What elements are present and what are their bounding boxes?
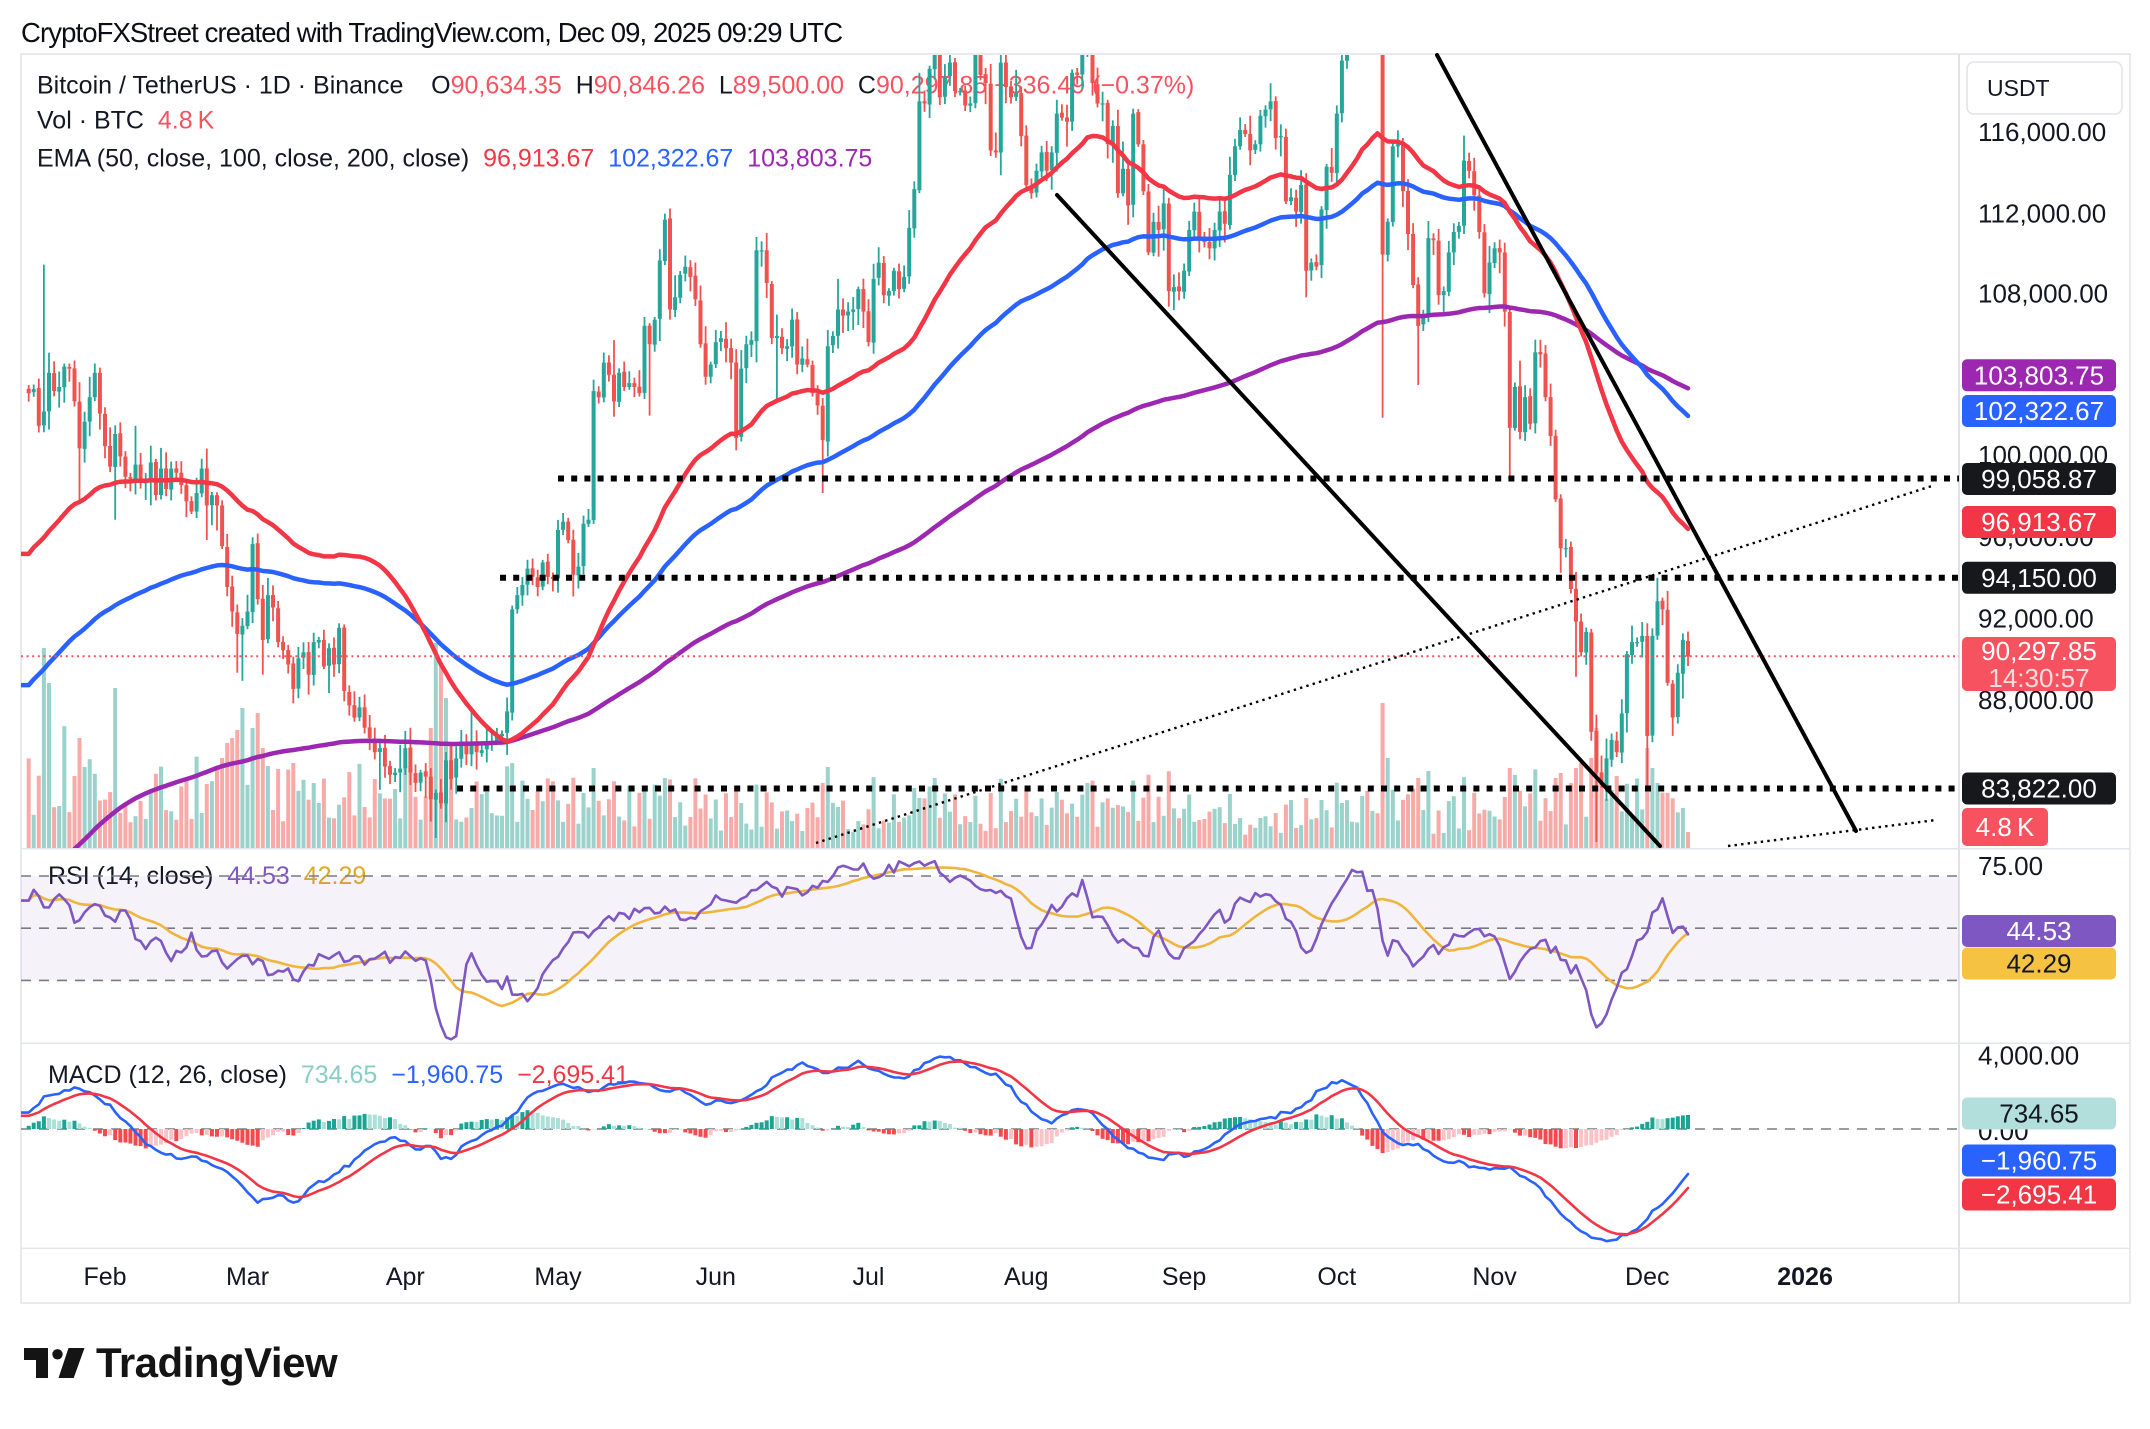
svg-text:96,913.67: 96,913.67 <box>1981 507 2097 537</box>
svg-text:Apr: Apr <box>386 1263 425 1291</box>
svg-text:90,297.85: 90,297.85 <box>1981 636 2097 666</box>
svg-text:Vol · BTC 4.8 K: Vol · BTC 4.8 K <box>37 107 215 135</box>
svg-text:116,000.00: 116,000.00 <box>1978 117 2106 147</box>
svg-text:103,803.75: 103,803.75 <box>1974 360 2104 390</box>
svg-text:Feb: Feb <box>83 1263 126 1291</box>
svg-text:Sep: Sep <box>1162 1263 1206 1291</box>
svg-text:Oct: Oct <box>1317 1263 1356 1291</box>
svg-text:2026: 2026 <box>1777 1263 1833 1291</box>
svg-text:42.29: 42.29 <box>2006 949 2071 979</box>
svg-text:4,000.00: 4,000.00 <box>1978 1041 2079 1071</box>
svg-text:92,000.00: 92,000.00 <box>1978 604 2094 634</box>
svg-text:Aug: Aug <box>1004 1263 1048 1291</box>
svg-text:75.00: 75.00 <box>1978 851 2043 881</box>
svg-text:Nov: Nov <box>1472 1263 1517 1291</box>
svg-text:−1,960.75: −1,960.75 <box>1981 1146 2097 1176</box>
svg-text:108,000.00: 108,000.00 <box>1978 279 2108 309</box>
svg-text:TradingView: TradingView <box>96 1339 338 1386</box>
svg-text:CryptoFXStreet created with Tr: CryptoFXStreet created with TradingView.… <box>21 17 842 48</box>
svg-text:May: May <box>534 1263 582 1291</box>
svg-text:−2,695.41: −2,695.41 <box>1981 1180 2097 1210</box>
svg-text:EMA (50, close, 100, close, 20: EMA (50, close, 100, close, 200, close) … <box>37 145 872 173</box>
svg-text:MACD (12, 26, close) 734.65: MACD (12, 26, close) 734.65 −1,960.75 −2… <box>48 1061 629 1089</box>
svg-text:112,000.00: 112,000.00 <box>1978 199 2106 229</box>
svg-text:USDT: USDT <box>1987 75 2050 101</box>
svg-text:102,322.67: 102,322.67 <box>1974 396 2104 426</box>
svg-text:14:30:57: 14:30:57 <box>1988 663 2089 693</box>
svg-text:94,150.00: 94,150.00 <box>1981 563 2097 593</box>
svg-text:Mar: Mar <box>226 1263 269 1291</box>
svg-text:83,822.00: 83,822.00 <box>1981 774 2097 804</box>
svg-text:Jun: Jun <box>696 1263 736 1291</box>
svg-text:734.65: 734.65 <box>1999 1099 2079 1129</box>
svg-text:Jul: Jul <box>853 1263 885 1291</box>
svg-text:44.53: 44.53 <box>2006 916 2071 946</box>
svg-text:99,058.87: 99,058.87 <box>1981 464 2097 494</box>
svg-text:4.8 K: 4.8 K <box>1976 812 2035 842</box>
svg-text:Dec: Dec <box>1625 1263 1669 1291</box>
